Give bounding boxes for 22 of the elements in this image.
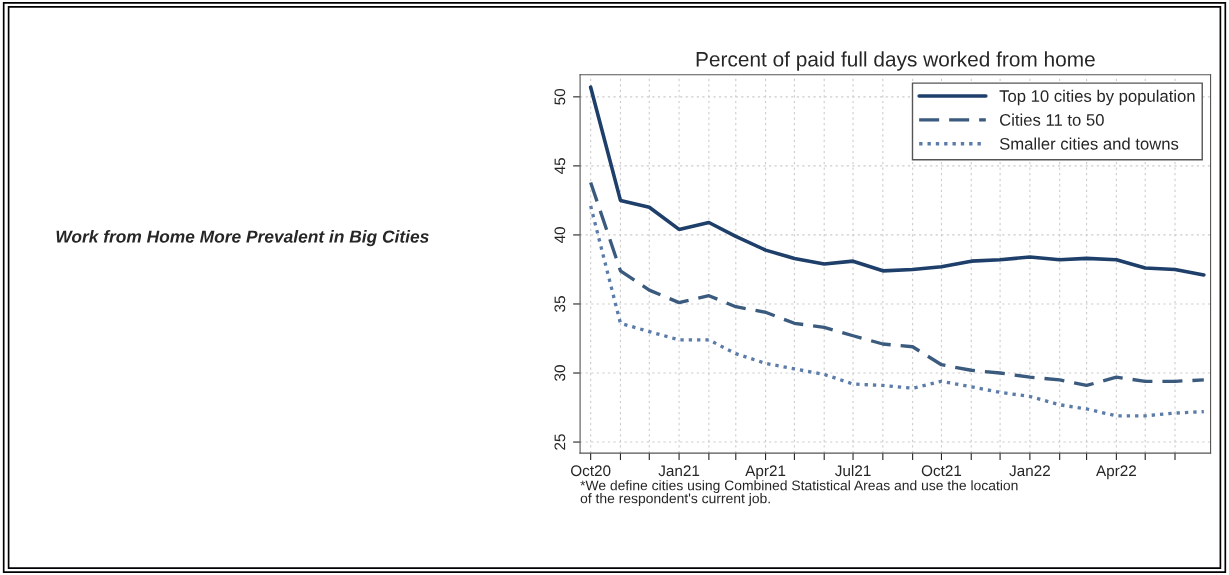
y-tick-label: 25	[554, 434, 566, 450]
y-tick-label: 30	[554, 365, 566, 381]
x-tick-label: Jan22	[1009, 465, 1050, 477]
text: Work from Home More Prevalent in Big Cities	[56, 230, 429, 247]
y-tick-label: 35	[554, 296, 566, 312]
y-tick-label: 40	[554, 227, 566, 244]
y-tick-label: 45	[554, 158, 566, 175]
chart-title: Percent of paid full days worked from home	[696, 51, 1095, 71]
text: *We define cities using Combined Statistical Areas and use the location of the respondent's current job.	[580, 480, 1018, 507]
line-series	[588, 85, 1206, 277]
x-tick-label: Apr21	[745, 465, 786, 480]
x-tick-label: Apr22	[1096, 465, 1136, 480]
legend-label: Smaller cities and towns	[999, 137, 1179, 150]
x-tick-label: Oct20	[571, 465, 611, 477]
y-tick-label: 50	[554, 88, 566, 105]
legend-label: Cities 11 to 50	[1000, 113, 1104, 126]
legend-label: Top 10 cities by population	[999, 89, 1195, 106]
x-tick-label: Jan21	[658, 465, 700, 477]
x-tick-label: Jul21	[835, 464, 871, 477]
line-series	[588, 204, 1206, 418]
x-tick-label: Oct21	[921, 465, 962, 477]
line-series	[588, 180, 1206, 388]
